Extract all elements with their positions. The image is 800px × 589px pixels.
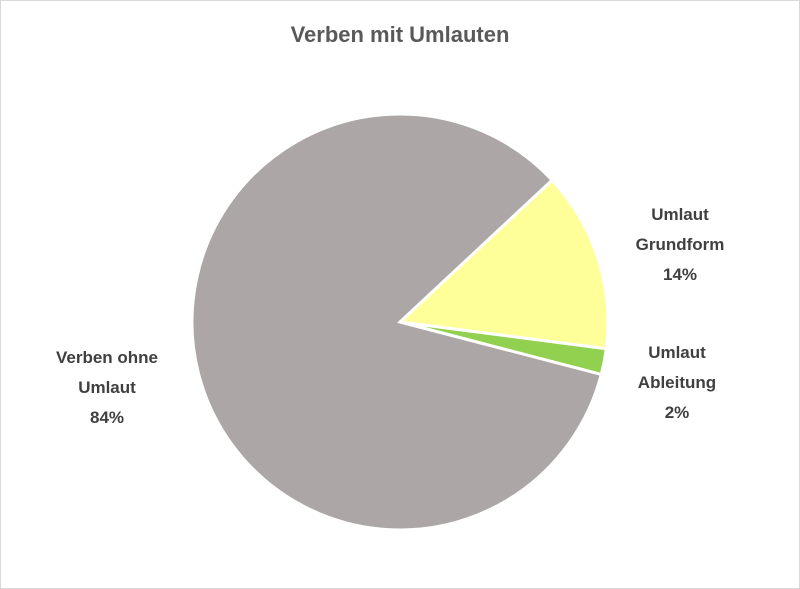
category-label: Umlaut Grundform [635,205,725,254]
pie-slice [190,112,604,532]
category-label: Umlaut Ableitung [637,343,717,392]
chart-title: Verben mit Umlauten [290,22,510,47]
data-label: Umlaut Grundform 14% [610,200,750,290]
data-label: Umlaut Ableitung 2% [607,338,747,428]
value-label: 2% [664,403,690,422]
value-label: 84% [89,408,125,427]
pie-slice [396,178,610,351]
value-label: 14% [662,265,698,284]
category-label: Verben ohne Umlaut [55,348,159,397]
data-label: Verben ohne Umlaut 84% [37,343,177,433]
